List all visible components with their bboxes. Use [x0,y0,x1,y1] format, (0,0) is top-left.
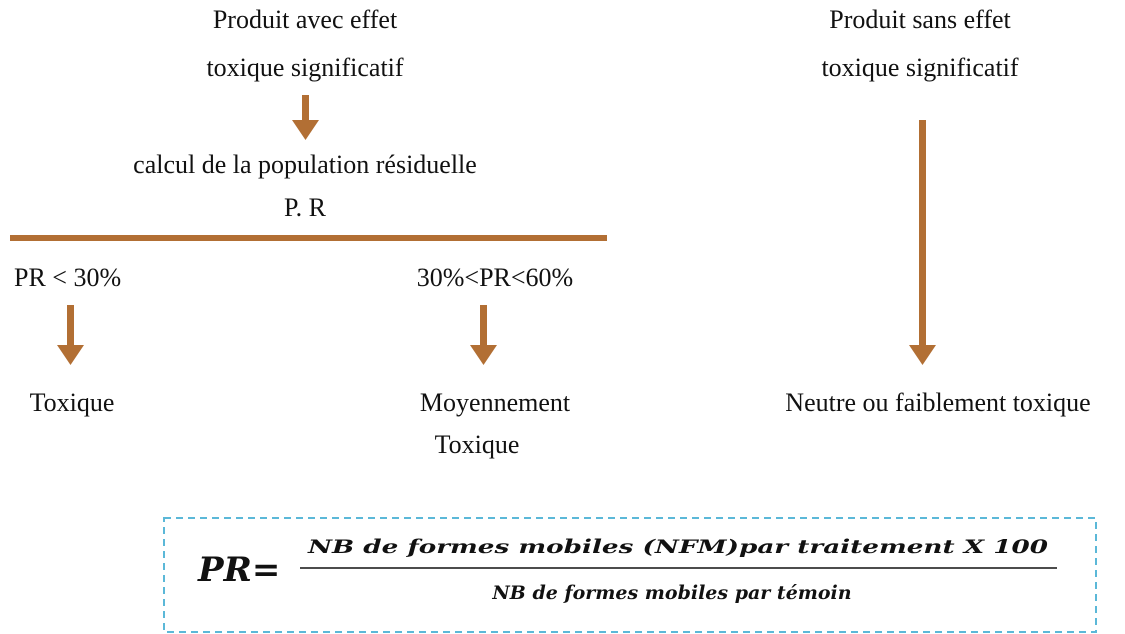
node-label: Produit sans effet [829,5,1011,34]
arrow [470,305,497,365]
formula-lhs: PR= [197,550,280,590]
node-label: calcul de la population résiduelle [133,150,477,179]
arrow [57,305,84,365]
condition: 30%<PR<60% [417,263,573,292]
result: Toxique [30,388,115,417]
arrow [909,120,936,365]
condition: PR < 30% [14,263,121,292]
node-label: toxique significatif [206,53,403,82]
formula-numerator: NB de formes mobiles (NFM)par traitement… [307,536,1048,558]
result: Toxique [435,430,520,459]
arrow [292,95,319,140]
split-line [10,235,607,241]
node-label: toxique significatif [821,53,1018,82]
result: Neutre ou faiblement toxique [785,388,1090,417]
result: Moyennement [420,388,571,417]
formula-denominator: NB de formes mobiles par témoin [491,582,851,604]
node-label: P. R [284,193,327,222]
formula-box [163,517,1097,633]
node-label: Produit avec effet [213,5,398,34]
